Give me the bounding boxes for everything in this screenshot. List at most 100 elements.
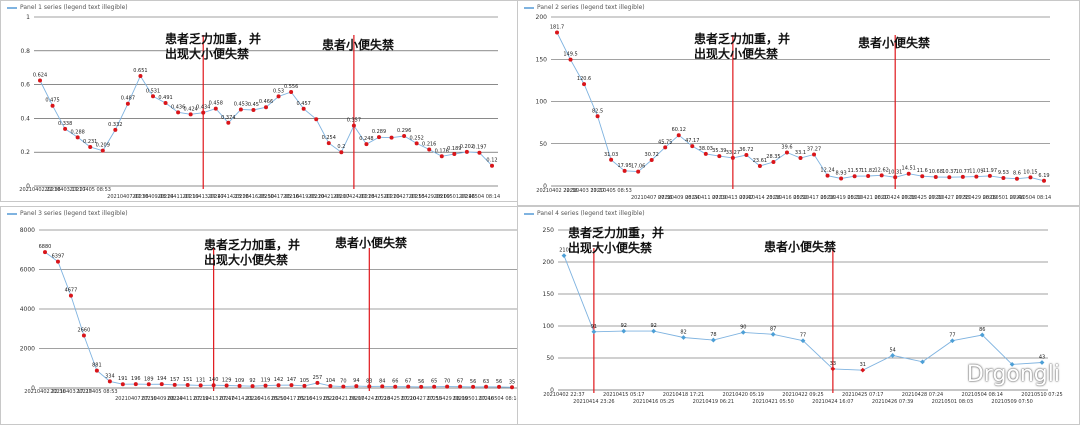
data-point (419, 384, 424, 389)
data-label: 104 (326, 378, 336, 384)
data-point (591, 329, 597, 335)
data-point (377, 135, 381, 140)
data-point (568, 57, 573, 62)
data-point (302, 383, 307, 388)
x-tick-label: 20210504 08:14 (478, 396, 519, 402)
y-tick-label: 0.6 (20, 82, 30, 89)
data-point (120, 382, 125, 387)
data-label: 334 (105, 373, 115, 379)
data-point (185, 383, 190, 388)
data-point (107, 379, 112, 384)
data-point (250, 384, 255, 389)
data-point (326, 141, 331, 146)
y-tick-label: 1 (26, 14, 30, 21)
data-point (866, 174, 871, 179)
data-label: 149.5 (563, 52, 577, 58)
x-tick-label: 20210510 07:25 (1021, 392, 1062, 398)
data-point (159, 382, 164, 387)
legend: Panel 4 series (legend text illegible) (524, 210, 645, 217)
data-point (1001, 175, 1006, 180)
data-label: 47.17 (685, 138, 699, 144)
x-tick-label: 20210417 05:16 (793, 195, 834, 201)
data-label: 65 (431, 379, 437, 385)
data-point (621, 328, 627, 334)
data-label: 0.202 (460, 144, 474, 150)
data-point (622, 168, 627, 173)
data-point (1009, 362, 1015, 367)
data-point (88, 144, 93, 149)
data-label: 11.6 (917, 168, 928, 174)
data-label: 92 (249, 378, 255, 384)
x-tick-label: 20210501 07:46 (452, 396, 493, 402)
data-point (100, 148, 105, 153)
data-label: 70 (444, 379, 450, 385)
data-point (740, 330, 746, 335)
data-label: 129 (222, 377, 232, 383)
y-tick-label: 50 (539, 141, 547, 148)
data-label: 0.189 (447, 146, 461, 152)
data-label: 86 (979, 327, 985, 333)
data-label: 56 (418, 379, 424, 385)
data-label: 2660 (78, 327, 91, 333)
x-tick-label: 20210402 22:36 (536, 188, 577, 194)
x-tick-label: 20210509 07:50 (991, 399, 1032, 405)
data-point (890, 353, 896, 358)
data-point (839, 176, 844, 181)
data-point (367, 384, 372, 389)
data-point (812, 152, 817, 157)
event-annotation-p2-a: 患者乏力加重，并 出现大小便失禁 (694, 32, 791, 61)
data-label: 31.03 (604, 152, 618, 158)
x-tick-label: 20210425 07:20 (375, 396, 416, 402)
chart-panel-4: Panel 4 series (legend text illegible) 0… (517, 206, 1080, 425)
chart-svg-3: 0 2000 4000 6000 8000 20210402 22:3620210403 … (20, 227, 520, 402)
x-tick-label: 20210501 07:46 (983, 195, 1024, 201)
x-tick-label: 20210413 07:47 (193, 396, 234, 402)
data-label: 6397 (52, 254, 65, 260)
data-point (43, 250, 47, 255)
event-annotation-p3-b: 患者小便失禁 (335, 236, 408, 250)
data-label: 194 (157, 376, 167, 382)
watermark: Drgongli (938, 362, 1060, 387)
data-point (555, 30, 559, 35)
data-point (63, 126, 68, 131)
data-point (176, 110, 181, 115)
data-point (582, 82, 587, 87)
data-label: 105 (300, 378, 310, 384)
data-label: 28.35 (766, 154, 780, 160)
data-label: 33.27 (726, 150, 740, 156)
data-point (852, 174, 857, 179)
data-point (263, 383, 268, 388)
x-tick-label: 20210501 07:46 (434, 194, 475, 200)
data-label: 39.6 (781, 145, 792, 151)
data-label: 78 (710, 332, 716, 338)
x-tick-label: 20210426 07:39 (872, 399, 913, 405)
data-label: 157 (170, 377, 180, 383)
x-tick-label: 20210407 07:36 (115, 396, 156, 402)
y-tick-label: 0.8 (20, 48, 30, 55)
data-label: 35.39 (712, 148, 726, 154)
x-tick-label: 20210417 05:16 (271, 396, 312, 402)
x-tick-label: 20210429 08:09 (426, 396, 467, 402)
data-label: 0.531 (146, 88, 160, 94)
data-label: 181.7 (550, 24, 564, 30)
data-point (406, 384, 411, 389)
y-tick-label: 6000 (20, 267, 35, 274)
x-tick-label: 20210501 08:03 (932, 399, 973, 405)
data-label: 66 (392, 379, 398, 385)
data-label: 10.15 (1023, 169, 1037, 175)
data-point (1014, 176, 1019, 181)
data-label: 0.288 (71, 129, 85, 135)
y-tick-label: 200 (536, 14, 548, 21)
data-label: 77 (800, 333, 806, 339)
data-label: 92 (650, 323, 656, 329)
data-label: 38.03 (699, 146, 713, 152)
x-tick-label: 20210414 23:26 (208, 194, 249, 200)
data-label: 0.475 (45, 98, 59, 104)
data-point (690, 144, 695, 149)
data-point (960, 174, 965, 179)
data-label: 210 (559, 248, 569, 254)
data-point (471, 384, 476, 389)
chat-bubble-icon (938, 365, 962, 383)
x-tick-label: 20210405 08:53 (69, 187, 110, 193)
